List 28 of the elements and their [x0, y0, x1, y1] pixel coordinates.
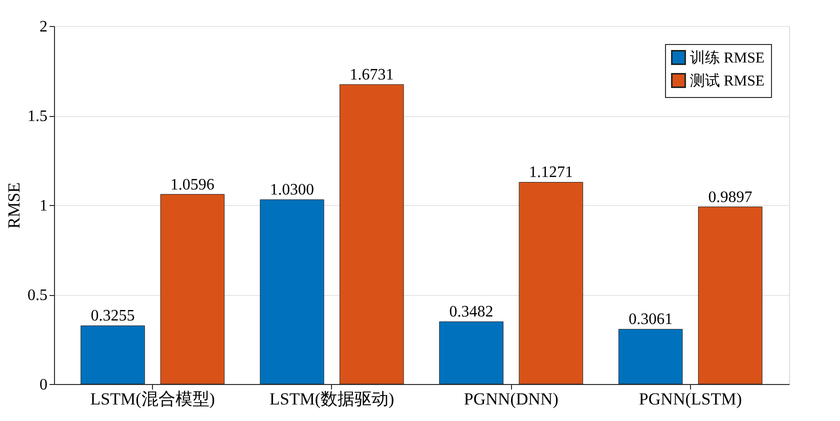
x-tick-label: LSTM(混合模型)	[90, 390, 215, 408]
y-tick-label: 0.5	[28, 287, 48, 304]
y-axis-title: RMSE	[4, 182, 24, 229]
data-label: 0.3061	[628, 311, 673, 328]
legend-label: 训练 RMSE	[690, 50, 765, 66]
bar	[439, 321, 504, 384]
y-tick-label: 1.5	[28, 108, 48, 125]
data-label: 1.1271	[528, 164, 573, 182]
bar	[518, 182, 584, 384]
bar	[260, 199, 324, 384]
bar	[340, 84, 404, 384]
data-label: 0.9897	[708, 188, 752, 206]
x-tick-label: PGNN(DNN)	[464, 390, 558, 408]
y-tick-label: 0	[40, 376, 48, 394]
data-label: 1.0596	[170, 176, 214, 194]
x-tick-label: LSTM(数据驱动)	[270, 390, 394, 408]
x-tick-label: PGNN(LSTM)	[638, 390, 742, 408]
bar	[160, 194, 225, 384]
data-label: 0.3482	[449, 304, 494, 321]
bar	[698, 206, 762, 384]
data-label: 1.0300	[270, 182, 314, 199]
legend-label: 测试 RMSE	[690, 72, 765, 90]
bar	[618, 328, 683, 384]
y-tick-label: 2	[40, 18, 48, 36]
data-label: 0.3255	[90, 308, 135, 325]
y-tick-label: 1	[40, 198, 48, 214]
bar	[80, 325, 145, 384]
data-label: 1.6731	[350, 66, 394, 84]
